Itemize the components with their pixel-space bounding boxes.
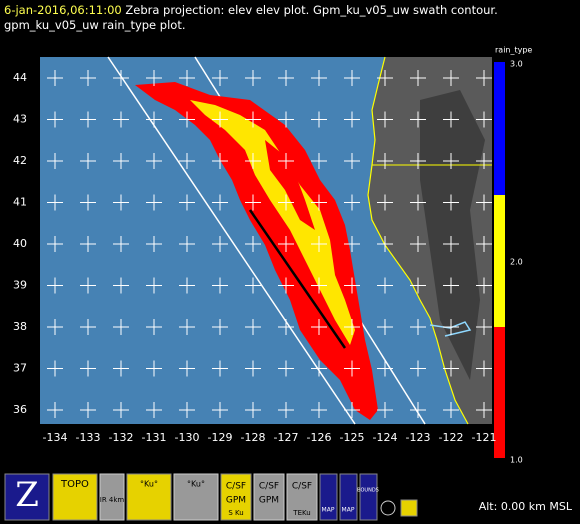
icon-ku2[interactable] [173,473,219,521]
lon-label: -130 [175,431,200,444]
colorbar-label: 1.0 [510,456,523,465]
grid-crosses [47,70,492,418]
icon-gpm-teku[interactable] [286,473,318,521]
header-text: Zebra projection: elev elev plot. Gpm_ku… [125,3,498,17]
lon-label: -134 [43,431,68,444]
lat-label: 38 [13,320,27,333]
lon-label: -127 [274,431,299,444]
lon-label: -123 [406,431,431,444]
icon-gpm-uw[interactable] [253,473,285,521]
icon-label: IR 4km [100,496,125,504]
icon-label: C/SF [259,482,279,492]
header-time: 6-jan-2016,06:11:00 [4,3,122,17]
lon-label: -133 [76,431,101,444]
lon-label: -128 [241,431,266,444]
icon-map2[interactable] [339,473,358,521]
icon-label: Z [15,475,39,515]
colorbar-title: rain_type [495,46,532,55]
lon-label: -132 [109,431,134,444]
icon-zebra[interactable] [4,473,50,521]
icon-grid[interactable] [400,499,418,517]
icon-label: S Ku [228,509,243,517]
lon-label: -125 [340,431,365,444]
icon-label: °Ku° [187,480,205,489]
altitude: Alt: 0.00 km MSL [478,500,572,513]
rain-stratiform [135,82,378,420]
icon-label: °Ku° [140,480,158,489]
header-line-2: gpm_ku_v05_uw rain_type plot. [4,18,186,32]
lon-label: -122 [439,431,464,444]
icon-map[interactable] [319,473,338,521]
colorbar-2 [494,195,505,327]
lat-label: 43 [13,113,27,126]
lat-label: 44 [13,71,27,84]
lon-label: -126 [307,431,332,444]
colorbar-3 [494,62,505,195]
header-line-1: 6-jan-2016,06:11:00 Zebra projection: el… [4,3,498,17]
swath-edge [107,56,356,425]
icon-ku[interactable] [126,473,172,521]
lat-label: 39 [13,279,27,292]
icon-label: GPM [259,496,279,506]
colorbar-1 [494,327,505,458]
icon-label: C/SF [292,482,312,492]
icon-bounds[interactable] [359,473,378,521]
icon-label: BOUNDS [357,488,379,494]
lat-label: 36 [13,403,27,416]
cross-section-line [248,209,347,349]
icon-label: GPM [226,496,246,506]
icon-ir[interactable] [99,473,125,521]
icon-bar: Z TOPO IR 4km °Ku° °Ku° C/SF GPM S Ku C/… [4,473,418,521]
lat-label: 42 [13,154,27,167]
icon-label: TOPO [60,479,89,490]
icon-label: TEKu [292,509,310,517]
land-relief [420,90,485,380]
colorbar-label: 2.0 [510,258,523,267]
lat-label: 41 [13,196,27,209]
lat-label: 40 [13,237,27,250]
lat-label: 37 [13,362,27,375]
lon-label: -121 [472,431,497,444]
lon-label: -129 [208,431,233,444]
icon-topo[interactable] [52,473,98,521]
icon-label: C/SF [226,482,246,492]
lon-label: -124 [373,431,398,444]
icon-label: MAP [322,507,335,514]
icon-circle[interactable] [380,500,396,516]
colorbar-label: 3.0 [510,60,523,69]
icon-label: MAP [342,507,355,514]
icon-gpm[interactable] [220,473,252,521]
lon-label: -131 [142,431,167,444]
rain-stratiform [265,140,315,230]
